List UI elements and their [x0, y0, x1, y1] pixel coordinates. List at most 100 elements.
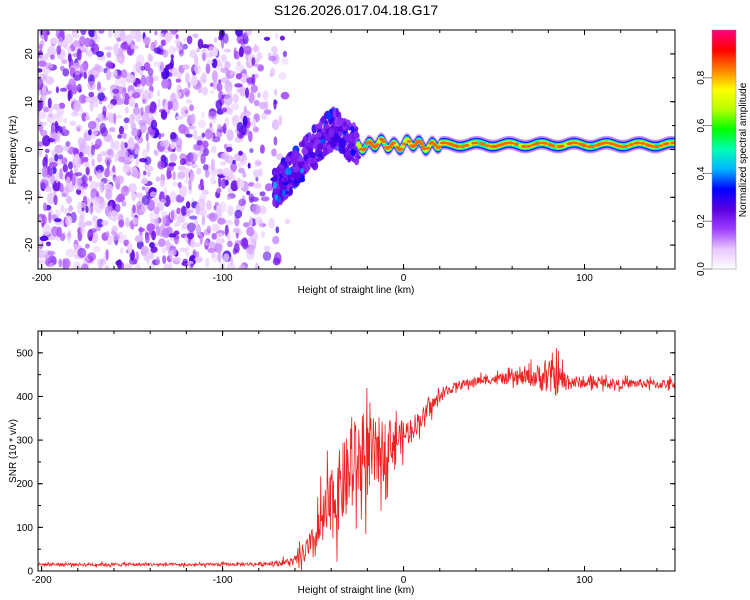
heatmap-cell	[247, 246, 255, 255]
heatmap-cell	[104, 265, 110, 269]
heatmap-cell	[105, 188, 113, 200]
heatmap-cell	[113, 232, 120, 241]
heatmap-cell	[202, 52, 206, 62]
heatmap-cell	[82, 156, 89, 163]
heatmap-cell	[170, 99, 179, 112]
heatmap-cell	[147, 53, 153, 63]
heatmap-cell	[350, 149, 356, 156]
heatmap-cell	[399, 147, 404, 151]
heatmap-cell	[170, 210, 175, 221]
heatmap-cell	[67, 52, 72, 63]
heatmap-cell	[280, 91, 290, 100]
snr-ylabel: SNR (10 * v/v)	[8, 419, 19, 483]
heatmap-cell	[298, 156, 304, 163]
heatmap-cell	[84, 145, 93, 155]
heatmap-cell	[76, 126, 81, 132]
heatmap-cell	[273, 136, 278, 146]
heatmap-cell	[160, 210, 168, 218]
heatmap-cell	[199, 232, 203, 245]
heatmap-cell	[301, 139, 305, 147]
heatmap-cell	[115, 56, 123, 63]
heatmap-cell	[172, 181, 179, 187]
heatmap-cell	[185, 72, 190, 84]
heatmap-cell	[140, 178, 148, 185]
heatmap-cell	[163, 263, 170, 269]
snr-xtick-label: 100	[576, 575, 593, 586]
heatmap-cell	[182, 258, 188, 264]
heatmap-cell	[66, 195, 72, 205]
heatmap-cell	[38, 117, 41, 124]
heatmap-cell	[43, 106, 49, 113]
heatmap-cell	[42, 156, 48, 169]
heatmap-cell	[590, 145, 595, 148]
heatmap-cell	[140, 74, 147, 87]
heatmap-cell	[101, 219, 109, 226]
heatmap-cell	[161, 78, 169, 89]
heatmap-cell	[175, 38, 181, 47]
heatmap-cell	[92, 196, 101, 205]
heatmap-cell	[271, 148, 277, 157]
heatmap-cell	[140, 106, 144, 117]
heatmap-cell	[232, 93, 239, 104]
heatmap-cell	[53, 194, 58, 206]
snr-xtick-label: -200	[32, 575, 52, 586]
heatmap-cell	[216, 187, 222, 194]
heatmap-cell	[196, 48, 200, 53]
heatmap-cell	[249, 196, 259, 202]
heatmap-cell	[203, 147, 210, 157]
heatmap-cell	[54, 120, 59, 129]
heatmap-cell	[162, 255, 167, 264]
heatmap-cell	[190, 75, 198, 87]
heatmap-cell	[655, 145, 660, 148]
heatmap-cell	[64, 33, 74, 45]
snr-xlabel: Height of straight line (km)	[298, 585, 415, 596]
heatmap-cell	[226, 262, 236, 269]
heatmap-cell	[132, 63, 140, 74]
heatmap-cell	[216, 232, 224, 238]
heatmap-cell	[206, 59, 214, 64]
heatmap-cell	[47, 97, 52, 109]
heatmap-cell	[54, 209, 61, 217]
heatmap-cell	[334, 134, 341, 143]
heatmap-cell	[147, 201, 155, 210]
heatmap-cell	[201, 208, 205, 216]
heatmap-cell	[211, 136, 221, 143]
heatmap-cell	[226, 129, 234, 141]
heatmap-cell	[189, 104, 194, 112]
heatmap-cell	[226, 233, 232, 241]
heatmap-cell	[473, 141, 479, 145]
heatmap-cell	[255, 58, 260, 63]
heatmap-cell	[276, 196, 281, 203]
heatmap-cell	[132, 107, 141, 115]
heatmap-cell	[188, 178, 192, 191]
heatmap-cell	[70, 111, 80, 117]
heatmap-cell	[134, 263, 141, 269]
heatmap-cell	[272, 235, 280, 245]
heatmap-cell	[211, 70, 218, 83]
heatmap-ytick-label: 20	[24, 48, 35, 60]
heatmap-cell	[38, 78, 44, 91]
heatmap-cell	[58, 258, 63, 268]
heatmap-cell	[85, 166, 90, 176]
heatmap-cell	[76, 48, 82, 61]
heatmap-cell	[254, 159, 261, 168]
heatmap-cell	[105, 69, 112, 81]
heatmap-cell	[161, 246, 167, 254]
heatmap-cell	[190, 170, 195, 182]
heatmap-cell	[205, 257, 210, 268]
heatmap-cell	[136, 54, 145, 67]
heatmap-cell	[239, 153, 248, 166]
heatmap-cell	[176, 115, 184, 120]
heatmap-cell	[201, 111, 205, 119]
heatmap-cell	[207, 247, 217, 254]
heatmap-cell	[48, 236, 56, 241]
heatmap-cell	[40, 121, 48, 126]
heatmap-cell	[460, 145, 465, 148]
heatmap-cell	[48, 212, 52, 224]
heatmap-cell	[315, 131, 322, 138]
heatmap-cell	[232, 114, 240, 123]
heatmap-cell	[117, 156, 126, 163]
heatmap-cell	[205, 53, 214, 58]
heatmap-cell	[222, 123, 227, 135]
snr-series-line	[38, 348, 675, 571]
